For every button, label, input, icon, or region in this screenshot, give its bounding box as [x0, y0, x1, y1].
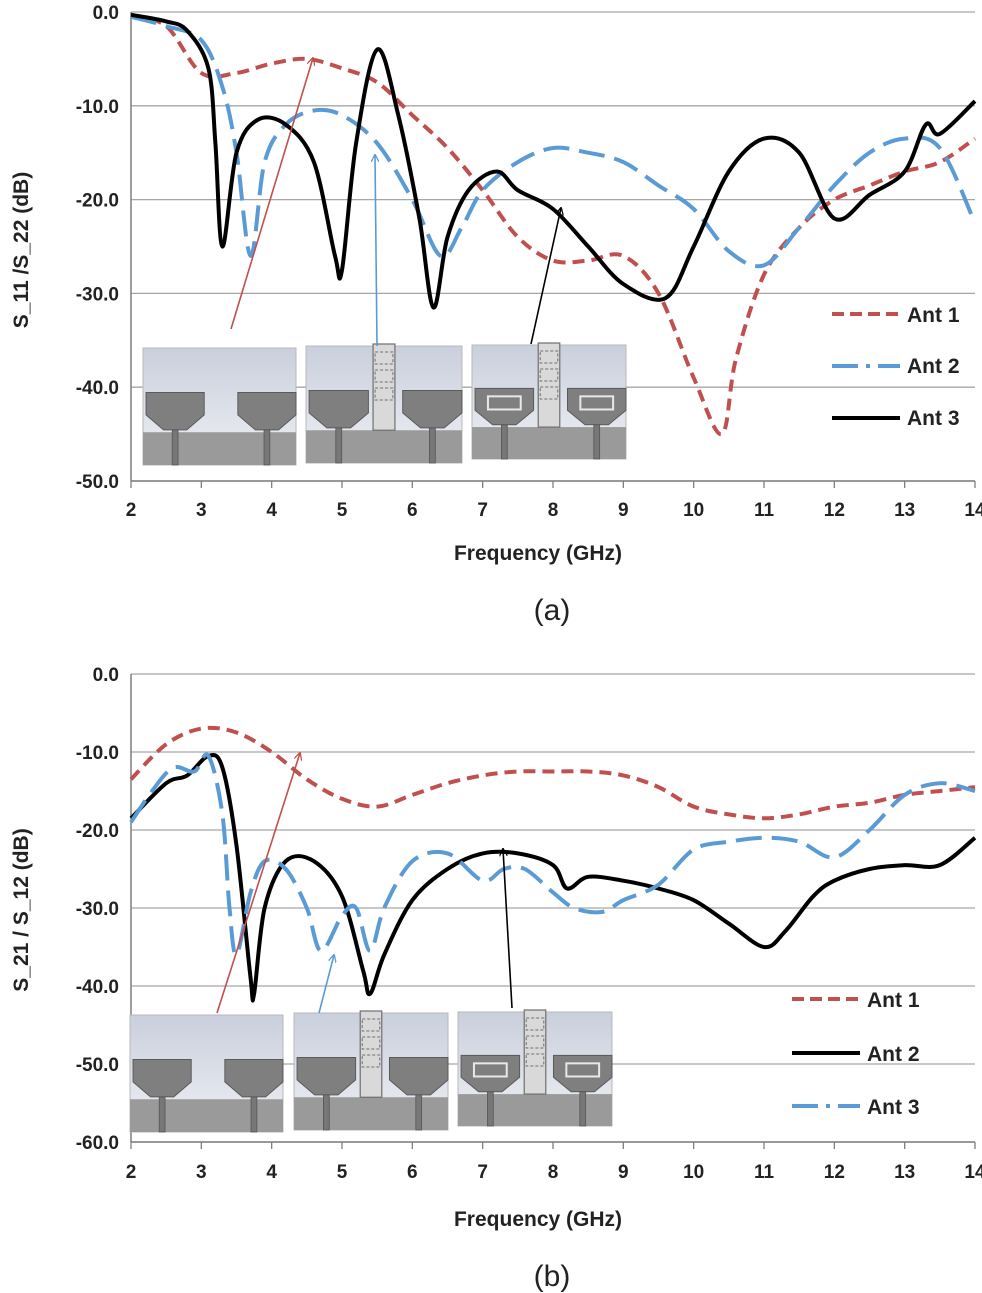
b-y-tick-label: -30.0 — [76, 899, 119, 920]
b-x-tick-label: 8 — [548, 1162, 559, 1183]
b-annotation-arrow-2 — [318, 955, 334, 1014]
a-inset-3 — [471, 342, 627, 460]
a-annotation-arrow-3 — [530, 208, 561, 345]
a-series-ant-2 — [130, 14, 977, 269]
b-y-tick-label: -10.0 — [76, 743, 119, 764]
b-x-tick-label: 6 — [407, 1162, 418, 1183]
b-x-tick-label: 7 — [477, 1162, 488, 1183]
b-x-tick-label: 12 — [824, 1162, 845, 1183]
a-y-tick-label: -10.0 — [76, 97, 119, 118]
b-series-ant-1 — [129, 725, 976, 821]
a-x-tick-label: 7 — [477, 500, 488, 521]
a-inset-2 — [305, 343, 463, 464]
a-y-tick-label: 0.0 — [93, 3, 119, 24]
b-inset-1 — [129, 1014, 284, 1133]
legend-b-ant2-label: Ant 2 — [867, 1043, 920, 1066]
legend-a-ant3-label: Ant 3 — [907, 407, 960, 430]
a-x-tick-label: 14 — [964, 500, 982, 521]
panel-a: 0.0 -10.0 -20.0 -30.0 -40.0 -50.0 2 3 4 5 6 7 8 9 10 11… — [76, 3, 982, 521]
b-x-tick-label: 10 — [683, 1162, 704, 1183]
b-x-tick-label: 2 — [126, 1162, 137, 1183]
a-series-ant-3 — [130, 12, 977, 310]
b-x-tick-label: 5 — [337, 1162, 348, 1183]
panel-b: 0.0 -10.0 -20.0 -30.0 -40.0 -50.0 -60.0 2 3 4 5 6 7 8… — [76, 665, 982, 1183]
a-x-tick-label: 5 — [337, 500, 348, 521]
a-x-tick-label: 12 — [824, 500, 845, 521]
caption-b: (b) — [534, 1260, 571, 1293]
b-inset-2 — [293, 1010, 449, 1131]
b-y-tick-label: -50.0 — [76, 1055, 119, 1076]
b-annotation-arrow-1 — [216, 753, 300, 1014]
b-y-tick-label: -20.0 — [76, 821, 119, 842]
a-x-tick-label: 13 — [894, 500, 915, 521]
a-series-ant-1 — [130, 14, 977, 437]
x-axis-title-b: Frequency (GHz) — [454, 1208, 622, 1231]
b-y-tick-label: -60.0 — [76, 1133, 119, 1154]
a-x-tick-label: 4 — [266, 500, 277, 521]
legend-b-ant1-label: Ant 1 — [867, 989, 920, 1012]
b-x-tick-label: 3 — [196, 1162, 207, 1183]
a-x-tick-label: 9 — [618, 500, 629, 521]
b-annotation-arrow-3 — [503, 849, 513, 1009]
a-annotation-arrow-2 — [375, 155, 377, 347]
b-series-ant-2 — [129, 753, 977, 1003]
b-x-tick-label: 4 — [266, 1162, 277, 1183]
a-y-tick-label: -40.0 — [76, 378, 119, 399]
y-axis-title-a: S_11 /S_22 (dB) — [10, 172, 33, 328]
b-inset-3 — [457, 1009, 613, 1127]
a-y-tick-label: -30.0 — [76, 284, 119, 305]
b-series-ant-3 — [129, 752, 976, 957]
a-y-tick-label: -20.0 — [76, 191, 119, 212]
a-annotation-arrow-1 — [230, 58, 313, 330]
legend-a-ant1-label: Ant 1 — [907, 304, 960, 327]
y-axis-title-b: S_21 / S_12 (dB) — [10, 828, 33, 991]
b-x-tick-label: 9 — [618, 1162, 629, 1183]
a-x-tick-label: 3 — [196, 500, 207, 521]
b-y-tick-label: -40.0 — [76, 977, 119, 998]
a-y-tick-label: -50.0 — [76, 472, 119, 493]
x-axis-title-a: Frequency (GHz) — [454, 542, 622, 565]
legend-b-ant3-label: Ant 3 — [867, 1096, 920, 1119]
b-y-tick-label: 0.0 — [93, 665, 119, 686]
legend-a-ant2-label: Ant 2 — [907, 355, 960, 378]
a-x-tick-label: 11 — [754, 500, 775, 521]
b-x-tick-label: 11 — [754, 1162, 775, 1183]
caption-a: (a) — [534, 594, 571, 627]
a-x-tick-label: 8 — [548, 500, 559, 521]
a-x-tick-label: 10 — [683, 500, 704, 521]
a-x-tick-label: 6 — [407, 500, 418, 521]
a-x-tick-label: 2 — [126, 500, 137, 521]
b-x-tick-label: 13 — [894, 1162, 915, 1183]
a-inset-1 — [142, 347, 297, 466]
b-x-tick-label: 14 — [964, 1162, 982, 1183]
